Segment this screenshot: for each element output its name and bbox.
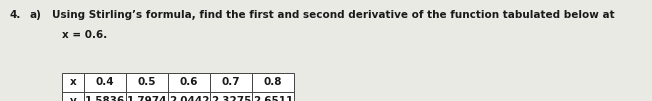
Text: y: y [70,96,76,101]
Text: 0.4: 0.4 [96,77,114,87]
Bar [126,92,168,101]
Bar [252,73,294,92]
Text: 1.5836: 1.5836 [85,96,125,101]
Bar [168,73,210,92]
Bar [62,92,84,101]
Text: x: x [70,77,76,87]
Text: Using Stirling’s formula, find the first and second derivative of the function t: Using Stirling’s formula, find the first… [52,10,615,20]
Text: 2.0442: 2.0442 [169,96,209,101]
Text: x = 0.6.: x = 0.6. [62,30,107,40]
Bar [210,92,252,101]
Text: 0.7: 0.7 [222,77,241,87]
Text: a): a) [30,10,42,20]
Text: 0.8: 0.8 [264,77,282,87]
Text: 1.7974: 1.7974 [126,96,168,101]
Text: 4.: 4. [10,10,22,20]
Bar [168,92,210,101]
Bar [84,73,126,92]
Text: 0.5: 0.5 [138,77,156,87]
Bar [84,92,126,101]
Bar [210,73,252,92]
Text: 2.3275: 2.3275 [211,96,251,101]
Bar [252,92,294,101]
Text: 0.6: 0.6 [180,77,198,87]
Bar [126,73,168,92]
Bar [62,73,84,92]
Text: 2.6511: 2.6511 [253,96,293,101]
